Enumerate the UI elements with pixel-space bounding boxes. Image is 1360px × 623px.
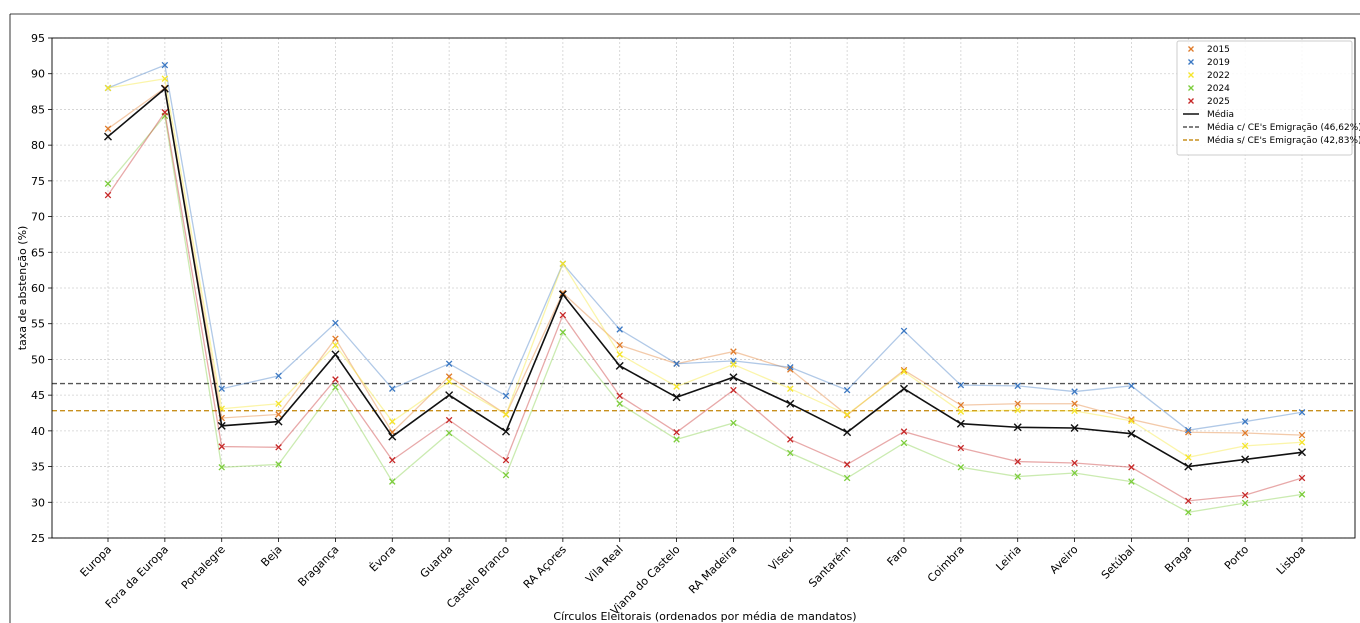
y-tick-label: 40 <box>31 425 45 438</box>
data-point <box>617 352 623 358</box>
series-2024 <box>105 113 1305 515</box>
data-point <box>503 393 509 399</box>
x-tick-label: Braga <box>1162 543 1194 575</box>
grid <box>52 38 1355 538</box>
y-tick-label: 55 <box>31 318 45 331</box>
x-tick-label: Coimbra <box>925 543 967 585</box>
data-point <box>560 261 566 267</box>
series-m-dia <box>105 85 1306 470</box>
data-point <box>446 361 452 367</box>
data-point <box>617 401 623 407</box>
legend-label: Média s/ CE's Emigração (42,83%) <box>1207 135 1360 146</box>
data-point <box>333 377 339 383</box>
y-axis-label: taxa de abstenção (%) <box>16 226 29 351</box>
series-line <box>108 79 1302 458</box>
x-axis-label: Círculos Eleitorais (ordenados por média… <box>553 610 856 623</box>
legend-label: Média c/ CE's Emigração (46,62%) <box>1207 122 1360 133</box>
series-2019 <box>105 62 1305 433</box>
legend: 2015 2019 2022 2024 2025 Média Média c/ CE's E… <box>1177 41 1360 155</box>
data-point <box>333 384 339 390</box>
legend-label: 2019 <box>1207 58 1230 68</box>
x-tick-label: Bragança <box>295 543 341 589</box>
x-tick-label: Setúbal <box>1099 543 1138 582</box>
y-tick-label: 65 <box>31 246 45 259</box>
legend-label: 2024 <box>1207 84 1230 94</box>
x-tick-label: Santarém <box>806 543 853 590</box>
data-point <box>333 320 339 326</box>
y-tick-label: 60 <box>31 282 45 295</box>
data-point <box>446 392 453 399</box>
legend-item: Média s/ CE's Emigração (42,83%) <box>1183 135 1360 146</box>
x-tick-label: Portalegre <box>179 543 228 592</box>
series-2025 <box>105 109 1305 503</box>
data-point <box>787 437 793 443</box>
y-tick-label: 75 <box>31 175 45 188</box>
series-lines <box>105 62 1306 515</box>
x-tick-label: Viseu <box>766 543 796 573</box>
data-point <box>674 384 680 390</box>
y-tick-label: 90 <box>31 68 45 81</box>
legend-item: Média c/ CE's Emigração (46,62%) <box>1183 122 1360 133</box>
x-tick-label: Vila Real <box>583 543 626 586</box>
x-tick-label: Porto <box>1222 543 1252 573</box>
data-point <box>333 336 339 342</box>
series-2022 <box>105 76 1305 460</box>
series-line <box>108 112 1302 501</box>
legend-label: Média <box>1207 109 1234 120</box>
data-point <box>844 412 850 418</box>
y-tick-label: 95 <box>31 32 45 45</box>
data-point <box>731 387 737 393</box>
y-tick-label: 35 <box>31 461 45 474</box>
axes: 253035404550556065707580859095EuropaFora… <box>10 14 1360 623</box>
x-tick-label: Beja <box>258 543 284 569</box>
data-point <box>901 440 907 446</box>
y-tick-label: 80 <box>31 139 45 152</box>
x-tick-label: Guarda <box>418 543 456 581</box>
x-tick-label: Europa <box>78 543 115 580</box>
data-point <box>844 387 850 393</box>
data-point <box>617 393 623 399</box>
y-tick-label: 85 <box>31 103 45 116</box>
series-line <box>108 116 1302 512</box>
legend-label: 2025 <box>1207 97 1230 107</box>
data-point <box>503 472 509 478</box>
y-tick-label: 25 <box>31 532 45 545</box>
y-tick-label: 45 <box>31 389 45 402</box>
y-tick-label: 50 <box>31 353 45 366</box>
legend-label: 2015 <box>1207 45 1230 55</box>
x-tick-label: Leiria <box>993 543 1023 573</box>
data-point <box>503 412 509 418</box>
series-2015 <box>105 85 1305 438</box>
x-tick-label: RA Madeira <box>686 543 739 596</box>
legend-label: 2022 <box>1207 71 1230 81</box>
data-point <box>105 181 111 187</box>
data-point <box>560 312 566 318</box>
x-tick-label: RA Açores <box>521 543 569 591</box>
x-tick-label: Faro <box>885 543 911 569</box>
data-point <box>105 192 111 198</box>
x-tick-label: Aveiro <box>1047 543 1081 577</box>
y-tick-label: 30 <box>31 496 45 509</box>
data-point <box>901 328 907 334</box>
y-tick-label: 70 <box>31 211 45 224</box>
plot-frame <box>52 38 1355 538</box>
x-tick-label: Évora <box>367 543 398 574</box>
x-tick-label: Lisboa <box>1274 543 1308 577</box>
